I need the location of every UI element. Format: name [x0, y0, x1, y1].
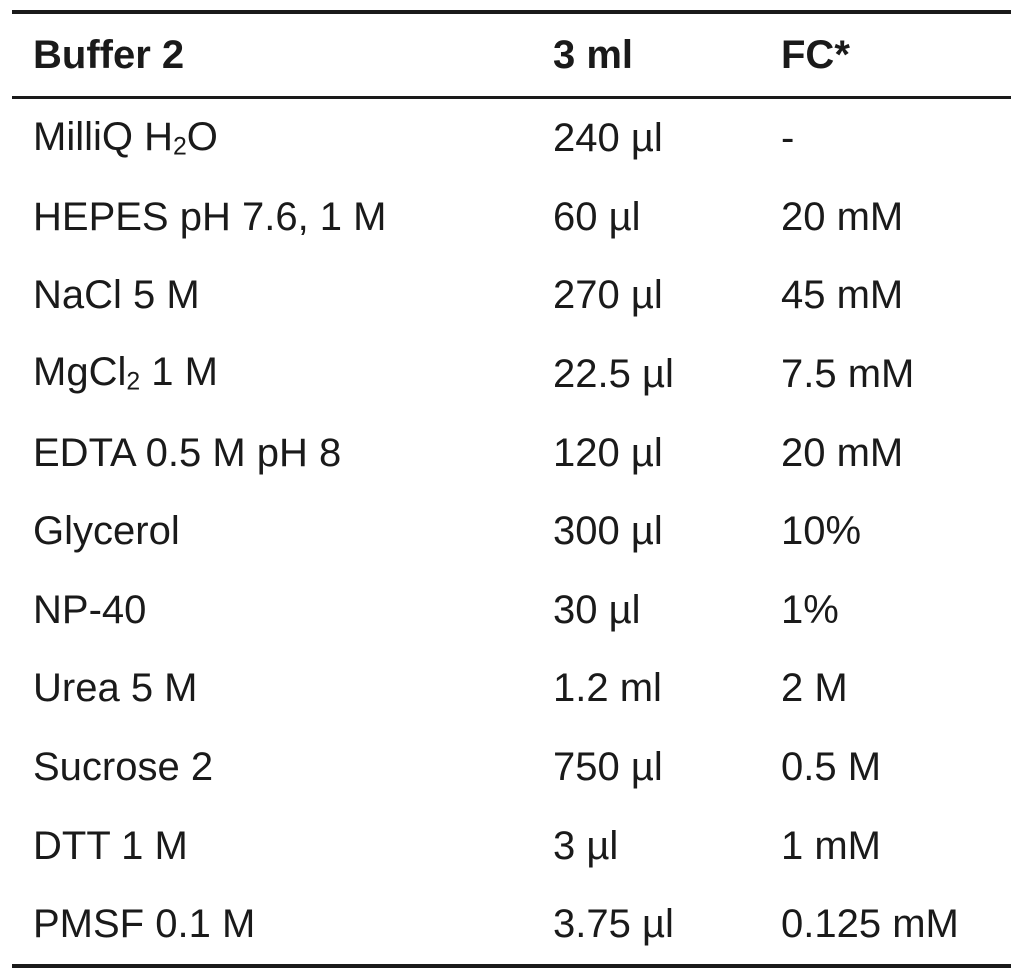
reagent-cell: Sucrose 2: [33, 745, 214, 790]
reagent-cell: MilliQ H2O: [33, 114, 218, 161]
fc-cell: 0.5 M: [781, 745, 882, 790]
reagent-cell: Urea 5 M: [33, 666, 198, 711]
volume-cell: 60 µl: [553, 194, 641, 239]
volume-cell: 270 µl: [553, 273, 663, 318]
table-bottom-rule: [12, 963, 1011, 968]
reagent-cell: EDTA 0.5 M pH 8: [33, 430, 342, 475]
table-row: MgCl2 1 M 22.5 µl 7.5 mM: [12, 335, 1011, 414]
table-row: PMSF 0.1 M 3.75 µl 0.125 mM: [12, 885, 1011, 964]
reagent-cell: NP-40: [33, 587, 147, 632]
volume-cell: 3.75 µl: [553, 902, 674, 947]
fc-cell: 20 mM: [781, 430, 904, 475]
header-volume: 3 ml: [553, 33, 634, 77]
header-buffer-name: Buffer 2: [33, 33, 185, 77]
fc-cell: 2 M: [781, 666, 848, 711]
header-final-concentration: FC*: [781, 33, 850, 77]
subscript: 2: [126, 368, 141, 396]
table-header-row: Buffer 2 3 ml FC*: [12, 14, 1011, 96]
table-top-rule: [12, 10, 1011, 14]
fc-cell: 20 mM: [781, 194, 904, 239]
reagent-cell: HEPES pH 7.6, 1 M: [33, 194, 387, 239]
table-row: Sucrose 2 750 µl 0.5 M: [12, 728, 1011, 807]
table-row: NP-40 30 µl 1%: [12, 571, 1011, 650]
table-row: HEPES pH 7.6, 1 M 60 µl 20 mM: [12, 178, 1011, 257]
buffer-table: Buffer 2 3 ml FC* MilliQ H2O 240 µl - HE…: [12, 10, 1011, 968]
volume-cell: 3 µl: [553, 823, 619, 868]
table-body: MilliQ H2O 240 µl - HEPES pH 7.6, 1 M 60…: [12, 99, 1011, 964]
table-row: MilliQ H2O 240 µl -: [12, 99, 1011, 178]
reagent-cell: MgCl2 1 M: [33, 350, 218, 396]
fc-cell: 0.125 mM: [781, 902, 959, 947]
reagent-cell: NaCl 5 M: [33, 273, 200, 318]
table-row: NaCl 5 M 270 µl 45 mM: [12, 256, 1011, 335]
volume-cell: 1.2 ml: [553, 666, 662, 711]
reagent-cell: DTT 1 M: [33, 823, 188, 868]
fc-cell: 1 mM: [781, 823, 881, 868]
volume-cell: 240 µl: [553, 116, 663, 161]
volume-cell: 300 µl: [553, 509, 663, 554]
volume-cell: 22.5 µl: [553, 352, 674, 397]
volume-cell: 750 µl: [553, 745, 663, 790]
table-row: EDTA 0.5 M pH 8 120 µl 20 mM: [12, 413, 1011, 492]
volume-cell: 30 µl: [553, 587, 641, 632]
reagent-cell: PMSF 0.1 M: [33, 902, 256, 947]
fc-cell: 10%: [781, 509, 862, 554]
fc-cell: 1%: [781, 587, 839, 632]
fc-cell: -: [781, 116, 795, 161]
reagent-cell: Glycerol: [33, 509, 180, 554]
table-header-rule: [12, 96, 1011, 99]
fc-cell: 45 mM: [781, 273, 904, 318]
table-row: Glycerol 300 µl 10%: [12, 492, 1011, 571]
fc-cell: 7.5 mM: [781, 352, 915, 397]
subscript: 2: [172, 133, 187, 161]
table-row: DTT 1 M 3 µl 1 mM: [12, 806, 1011, 885]
volume-cell: 120 µl: [553, 430, 663, 475]
table-row: Urea 5 M 1.2 ml 2 M: [12, 649, 1011, 728]
